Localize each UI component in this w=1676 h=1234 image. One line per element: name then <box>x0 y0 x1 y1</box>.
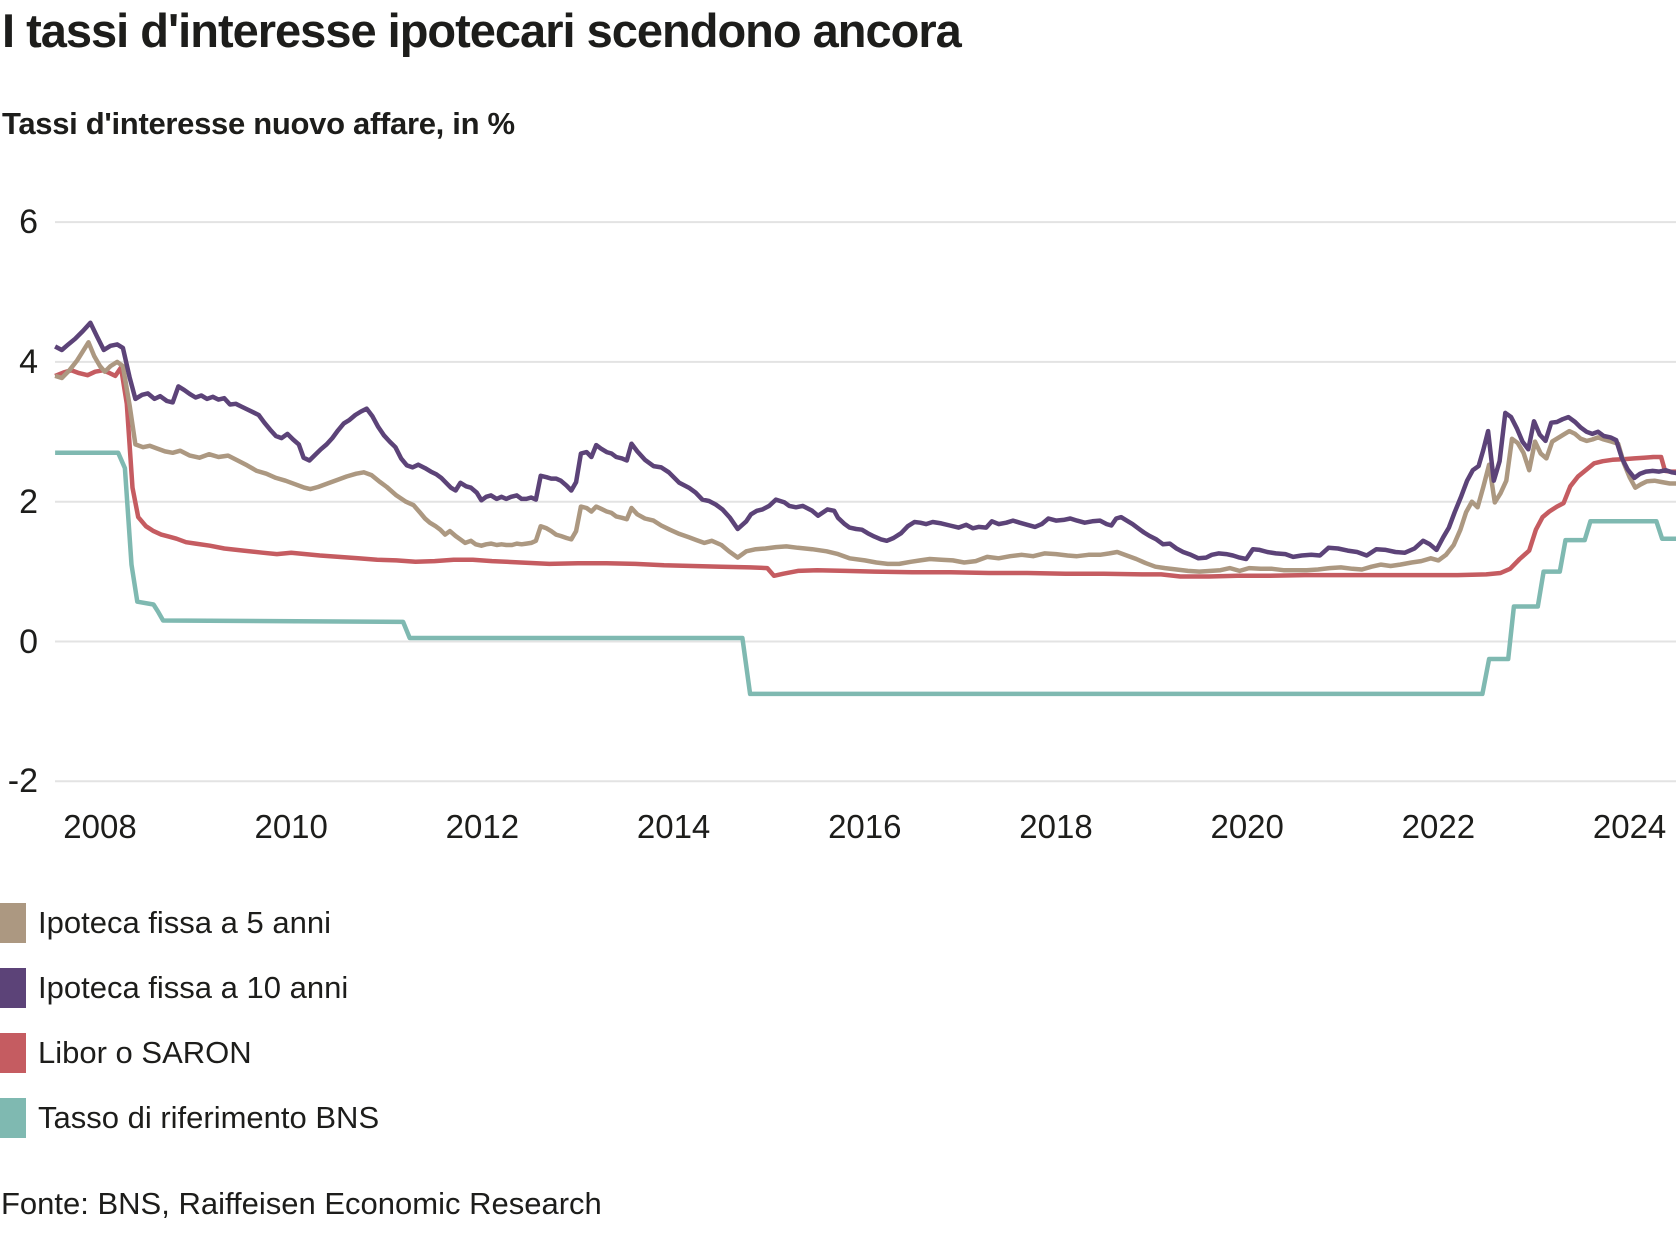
legend-swatch-10y-mortgage <box>0 968 26 1008</box>
y-tick-label: 2 <box>19 482 38 521</box>
series-line-libor-o-saron <box>54 365 1676 579</box>
x-tick-label: 2010 <box>254 808 328 845</box>
legend-label-5y-mortgage: Ipoteca fissa a 5 anni <box>38 905 331 940</box>
x-tick-label: 2024 <box>1592 808 1667 845</box>
y-tick-label: -2 <box>7 762 38 801</box>
legend-swatch-5y-mortgage <box>0 903 26 943</box>
plot-area: 6 4 2 0 -2 2008 2010 2012 2014 2016 2018 2020 2022 20… <box>7 203 1676 845</box>
line-chart <box>54 221 1676 783</box>
x-tick-label: 2012 <box>445 808 520 845</box>
legend-label-snb-reference: Tasso di riferimento BNS <box>38 1100 380 1135</box>
x-tick-label: 2014 <box>636 808 711 845</box>
x-tick-label: 2016 <box>828 808 902 845</box>
source-note: Fonte: BNS, Raiffeisen Economic Research <box>1 1186 602 1221</box>
page-title: I tassi d'interesse ipotecari scendono a… <box>2 4 962 57</box>
x-tick-label: 2020 <box>1210 808 1284 845</box>
y-tick-label: 0 <box>19 622 38 661</box>
x-tick-label: 2008 <box>63 808 137 845</box>
series-line-ipoteca-fissa-a-5-anni <box>54 340 1676 574</box>
series-line-tasso-di-riferimento-bns <box>55 450 1676 697</box>
chart-subtitle: Tassi d'interesse nuovo affare, in % <box>2 106 515 141</box>
x-tick-label: 2018 <box>1019 808 1093 845</box>
legend-swatch-snb-reference <box>0 1098 26 1138</box>
x-tick-label: 2022 <box>1401 808 1476 845</box>
legend-label-libor-saron: Libor o SARON <box>38 1035 252 1070</box>
legend-swatch-libor-saron <box>0 1033 26 1073</box>
y-tick-label: 6 <box>19 203 38 242</box>
series-line-ipoteca-fissa-a-10-anni <box>54 320 1676 562</box>
legend-label-10y-mortgage: Ipoteca fissa a 10 anni <box>38 970 349 1005</box>
y-tick-label: 4 <box>19 342 38 381</box>
